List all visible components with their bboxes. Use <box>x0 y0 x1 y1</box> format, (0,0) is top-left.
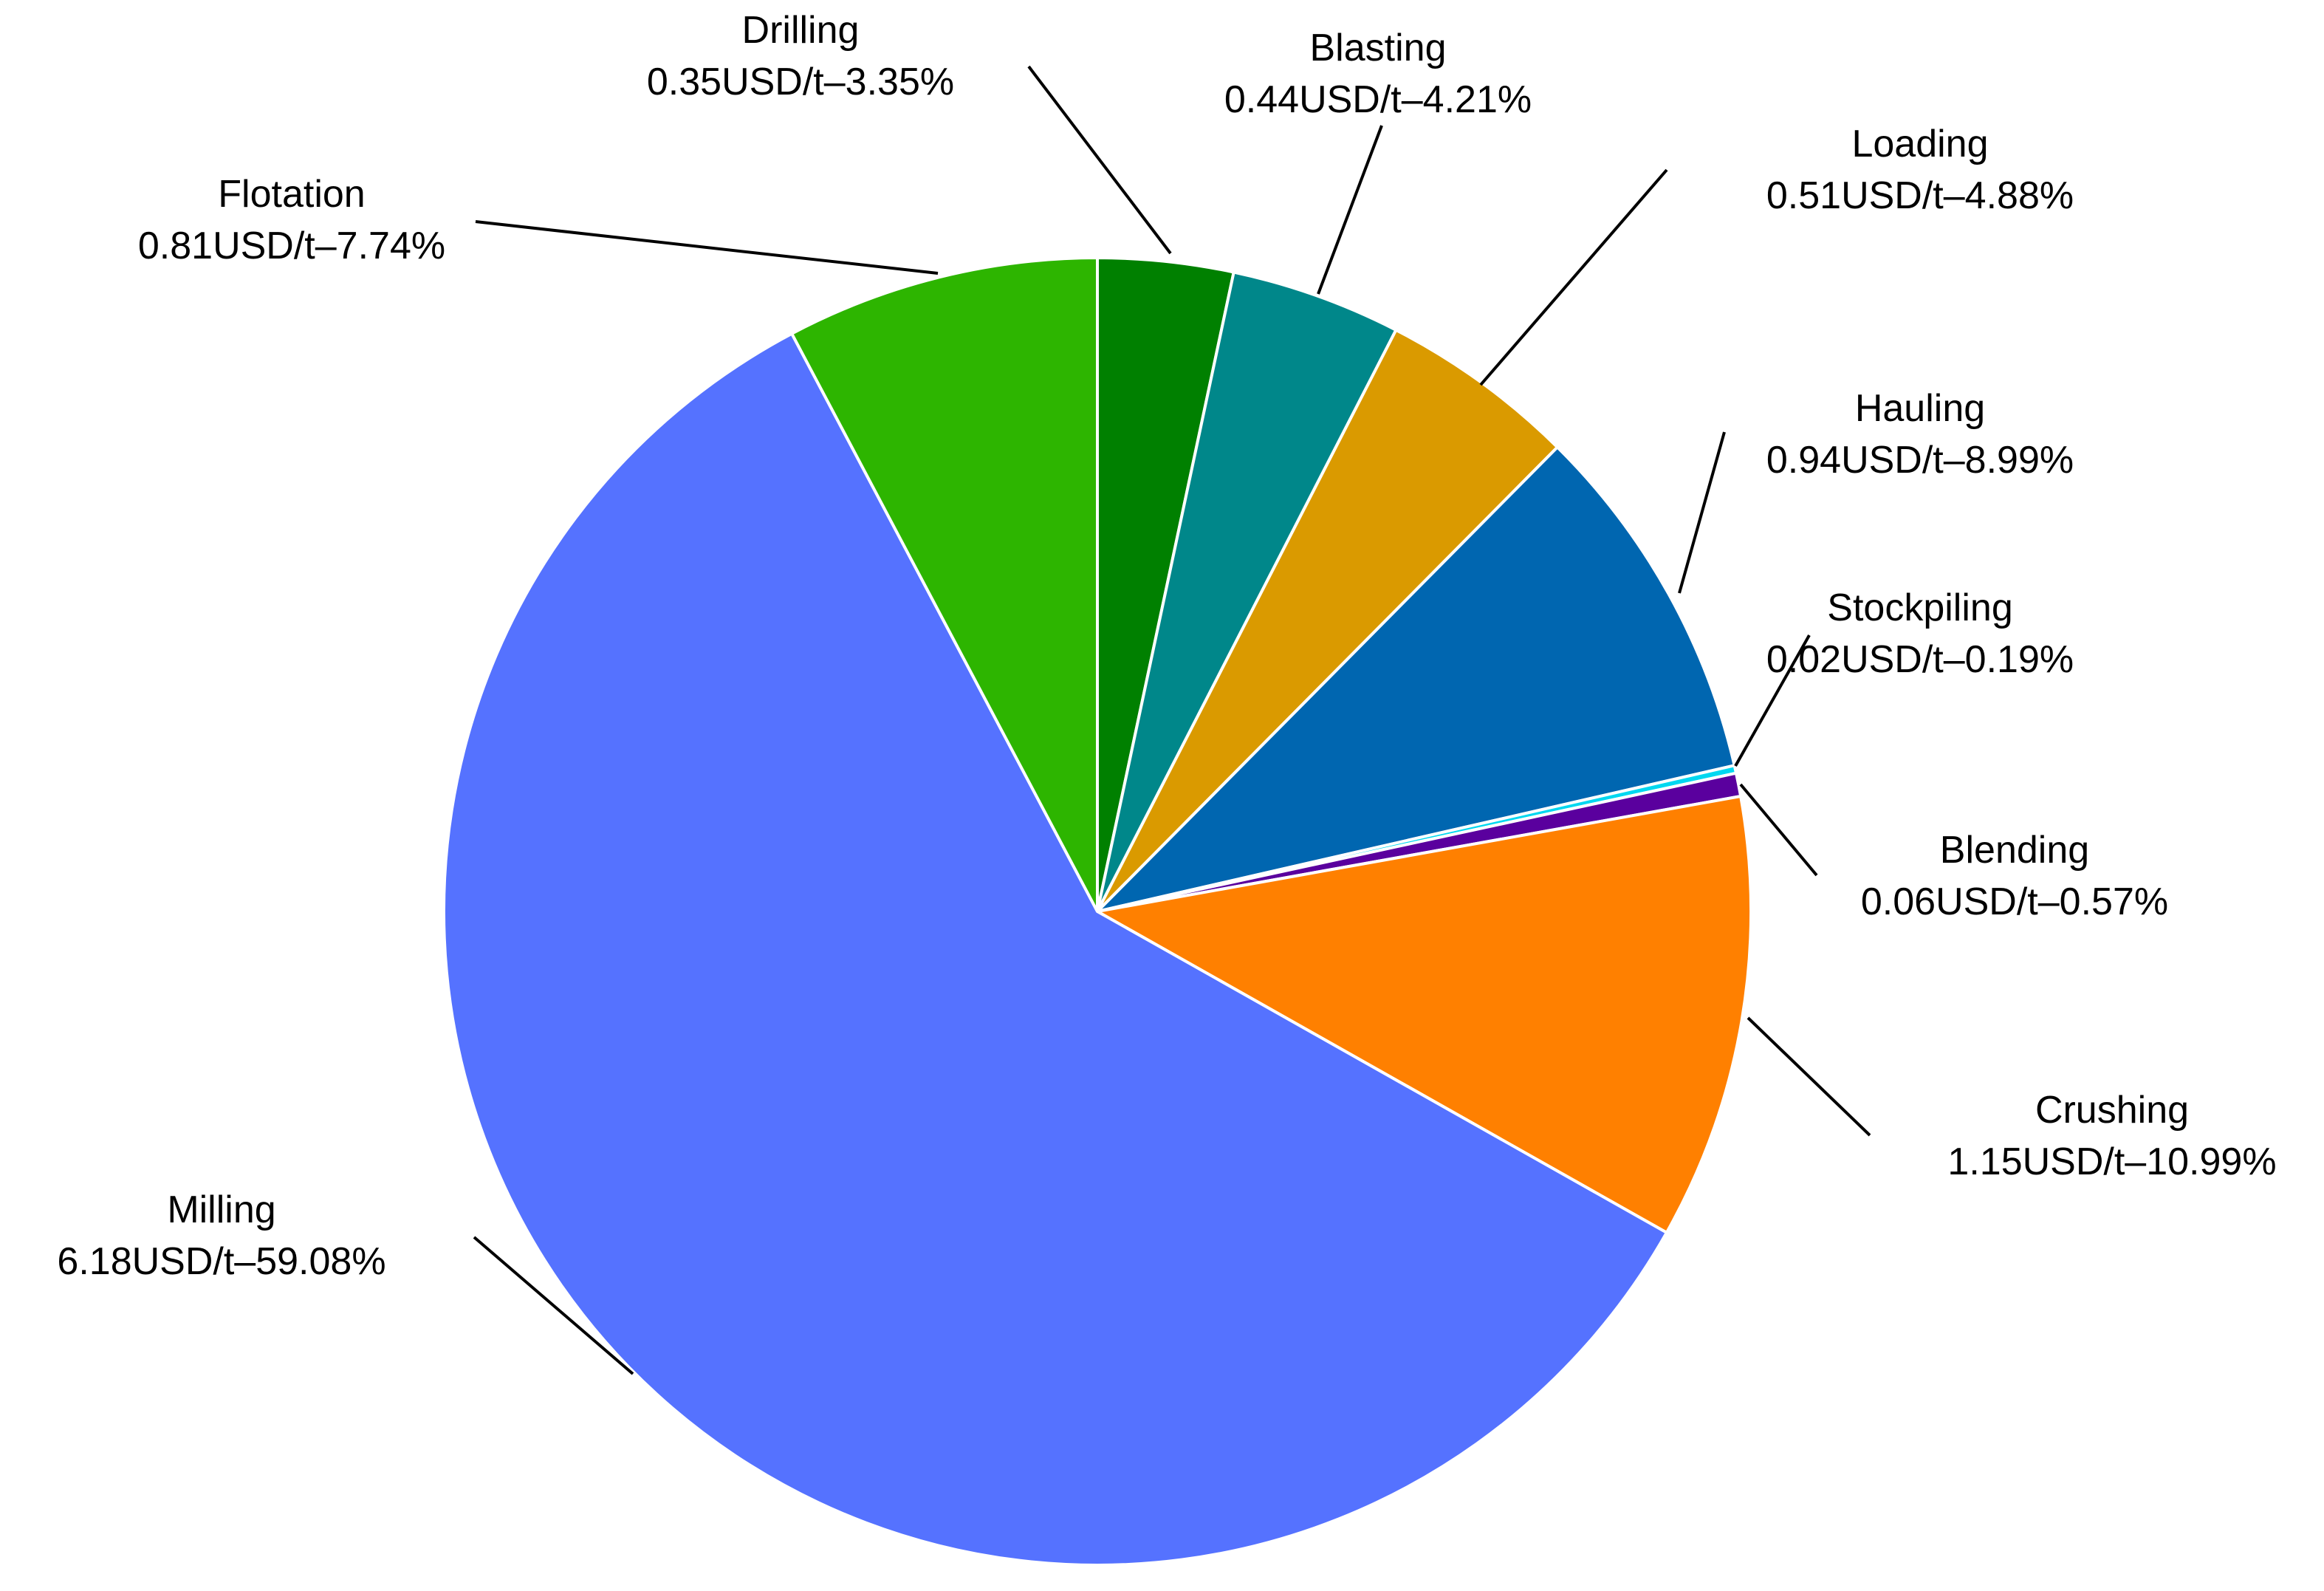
label-drilling: Drilling 0.35USD/t–3.35% <box>647 9 954 103</box>
slice-labels: Drilling 0.35USD/t–3.35% Blasting 0.44USD/t… <box>57 9 2276 1283</box>
label-crushing: Crushing 1.15USD/t–10.99% <box>1947 1089 2276 1183</box>
leader-line-milling <box>473 1236 634 1375</box>
leader-line-stockpiling <box>1734 634 1811 767</box>
leader-line-flotation <box>475 220 939 275</box>
label-value-blasting: 0.44USD/t–4.21% <box>1224 78 1532 121</box>
label-value-crushing: 1.15USD/t–10.99% <box>1947 1140 2276 1183</box>
label-name-flotation: Flotation <box>218 173 365 216</box>
slice-crushing <box>1096 795 1752 1234</box>
label-value-drilling: 0.35USD/t–3.35% <box>647 61 954 103</box>
slice-milling <box>442 332 1668 1567</box>
label-value-blending: 0.06USD/t–0.57% <box>1861 880 2168 923</box>
label-flotation: Flotation 0.81USD/t–7.74% <box>138 173 445 267</box>
leader-line-drilling <box>1027 65 1172 255</box>
label-blasting: Blasting 0.44USD/t–4.21% <box>1224 27 1532 121</box>
label-milling: Milling 6.18USD/t–59.08% <box>57 1188 385 1283</box>
label-name-loading: Loading <box>1851 123 1988 165</box>
label-name-stockpiling: Stockpiling <box>1827 586 2012 629</box>
label-loading: Loading 0.51USD/t–4.88% <box>1766 123 2074 217</box>
slice-flotation <box>790 256 1099 913</box>
leader-line-blasting <box>1317 125 1383 295</box>
label-value-milling: 6.18USD/t–59.08% <box>57 1240 385 1283</box>
label-stockpiling: Stockpiling 0.02USD/t–0.19% <box>1766 586 2074 681</box>
label-value-flotation: 0.81USD/t–7.74% <box>138 225 445 267</box>
leader-line-hauling <box>1678 431 1726 594</box>
slice-hauling <box>1096 445 1736 913</box>
leader-lines <box>473 65 1871 1375</box>
pie-slices <box>442 256 1752 1567</box>
label-value-stockpiling: 0.02USD/t–0.19% <box>1766 638 2074 681</box>
label-name-blending: Blending <box>1940 829 2089 872</box>
leader-line-crushing <box>1747 1016 1871 1137</box>
leader-line-loading <box>1479 168 1668 386</box>
label-name-crushing: Crushing <box>2035 1089 2189 1132</box>
leader-line-blending <box>1739 783 1818 877</box>
label-name-hauling: Hauling <box>1855 387 1985 430</box>
label-name-milling: Milling <box>167 1188 275 1231</box>
label-name-blasting: Blasting <box>1310 27 1447 69</box>
label-value-hauling: 0.94USD/t–8.99% <box>1766 439 2074 482</box>
label-name-drilling: Drilling <box>742 9 860 52</box>
label-value-loading: 0.51USD/t–4.88% <box>1766 174 2074 217</box>
label-hauling: Hauling 0.94USD/t–8.99% <box>1766 387 2074 482</box>
label-blending: Blending 0.06USD/t–0.57% <box>1861 829 2168 923</box>
slice-blasting <box>1096 270 1398 913</box>
